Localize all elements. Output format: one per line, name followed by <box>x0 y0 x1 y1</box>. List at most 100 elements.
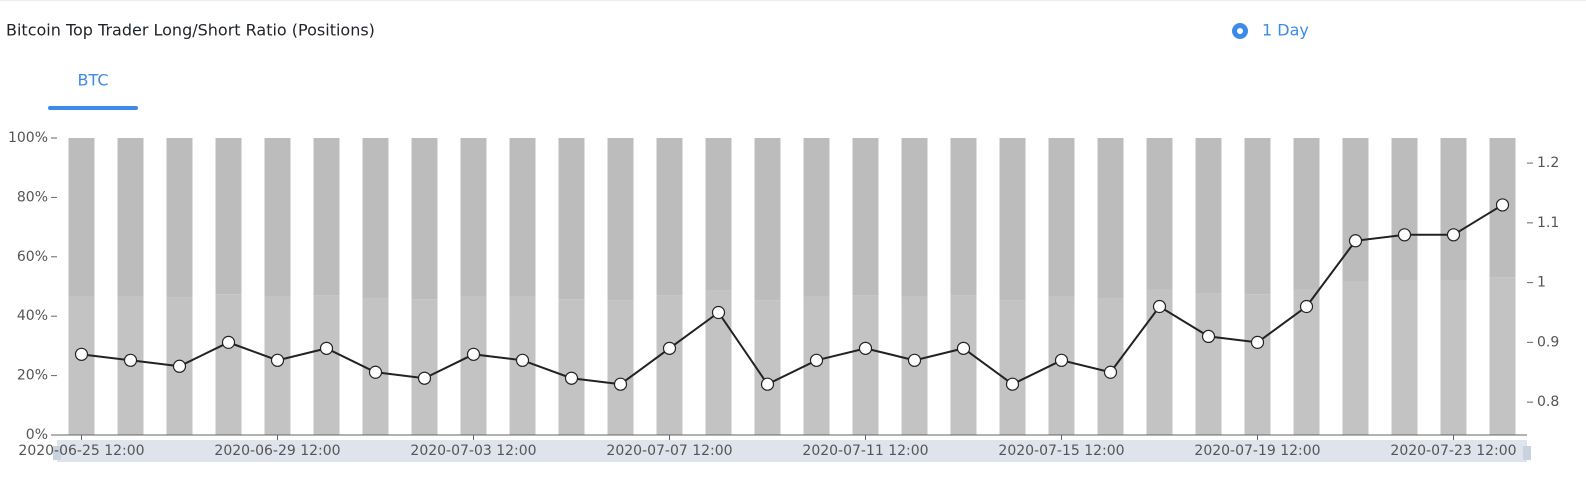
bar <box>1489 277 1516 435</box>
x-tick-label: 2020-07-03 12:00 <box>410 443 536 459</box>
tab-label[interactable]: BTC <box>78 71 109 90</box>
bar <box>852 138 879 296</box>
bar <box>950 138 977 296</box>
bar <box>411 299 438 435</box>
bar <box>313 295 340 435</box>
line-point <box>1201 329 1216 343</box>
y2-tick-label: 1.1 <box>1537 215 1559 231</box>
bar <box>362 138 389 299</box>
radio-dot <box>1237 28 1243 34</box>
bar <box>1097 138 1124 299</box>
y-tick-label: 60% <box>17 249 48 265</box>
bar <box>1342 138 1369 282</box>
line-point <box>613 377 628 391</box>
y-tick-label: 40% <box>17 308 48 324</box>
y2-tick-label: 0.8 <box>1537 394 1559 410</box>
line-point <box>907 353 922 367</box>
bar <box>1391 280 1418 435</box>
bar <box>950 295 977 435</box>
x-tick-label: 2020-07-19 12:00 <box>1194 443 1320 459</box>
line-point <box>270 353 285 367</box>
bar <box>803 138 830 297</box>
bar <box>1244 294 1271 435</box>
bar <box>607 300 634 435</box>
y-tick-label: 0% <box>26 427 48 443</box>
bar <box>68 138 95 297</box>
line-point <box>417 371 432 385</box>
bar <box>166 138 193 298</box>
bar <box>607 138 634 301</box>
line-point <box>221 335 236 349</box>
y-tick-label: 100% <box>8 130 48 146</box>
x-tick-label: 2020-07-07 12:00 <box>606 443 732 459</box>
bar <box>411 138 438 300</box>
x-tick-label: 2020-07-15 12:00 <box>998 443 1124 459</box>
bar <box>901 138 928 297</box>
zoom-handle[interactable] <box>53 446 61 460</box>
line-point <box>1446 228 1461 242</box>
bar <box>68 296 95 435</box>
bar <box>754 300 781 435</box>
bar <box>117 138 144 297</box>
line-point <box>319 341 334 355</box>
line-point <box>172 359 187 373</box>
bar <box>999 138 1026 301</box>
chart-title: Bitcoin Top Trader Long/Short Ratio (Pos… <box>6 21 375 40</box>
x-tick-label: 2020-07-23 12:00 <box>1390 443 1516 459</box>
x-tick-label: 2020-06-25 12:00 <box>18 443 144 459</box>
bar <box>558 138 585 300</box>
bar <box>1195 138 1222 294</box>
interval-option[interactable]: 1 Day <box>1262 21 1309 40</box>
y2-tick-label: 1 <box>1537 275 1546 291</box>
bar <box>1244 138 1271 295</box>
line <box>81 204 1504 386</box>
line-point <box>466 347 481 361</box>
bar <box>1293 138 1320 290</box>
bar <box>215 138 242 295</box>
line-point <box>1005 377 1020 391</box>
bar <box>1342 281 1369 435</box>
zoom-slider[interactable] <box>57 440 1527 462</box>
x-tick-label: 2020-07-11 12:00 <box>802 443 928 459</box>
line-point <box>1103 365 1118 379</box>
bar <box>1146 138 1173 290</box>
line-point <box>1397 228 1412 242</box>
line-point <box>1152 299 1167 314</box>
y-tick-label: 20% <box>17 368 48 384</box>
bar <box>1440 138 1467 281</box>
line-point <box>368 365 383 379</box>
line-point <box>1054 353 1069 367</box>
y-tick-label: 80% <box>17 189 48 205</box>
bar <box>509 138 536 297</box>
bar <box>215 294 242 435</box>
line-point <box>515 353 530 367</box>
bar <box>1048 138 1075 297</box>
y2-tick-label: 1.2 <box>1537 155 1559 171</box>
line-point <box>956 341 971 355</box>
line-point <box>858 341 873 355</box>
line-point <box>1495 198 1510 212</box>
y2-tick-label: 0.9 <box>1537 334 1559 350</box>
line-point <box>662 341 677 355</box>
bar <box>1391 138 1418 281</box>
line-point <box>123 353 138 367</box>
bar <box>852 295 879 435</box>
bar <box>1195 293 1222 435</box>
line-point <box>74 347 89 361</box>
bar <box>705 138 732 291</box>
line-point <box>711 305 726 320</box>
zoom-handle[interactable] <box>1523 446 1531 460</box>
tab-underline <box>48 106 138 110</box>
bar <box>460 138 487 297</box>
bar <box>1146 289 1173 435</box>
line-point <box>809 353 824 367</box>
bar <box>754 138 781 301</box>
line-point <box>760 377 775 391</box>
line-point <box>1348 234 1363 248</box>
line-point <box>1299 299 1314 314</box>
bar <box>656 138 683 296</box>
bar <box>313 138 340 296</box>
line-point <box>1250 335 1265 349</box>
bar <box>1440 280 1467 435</box>
